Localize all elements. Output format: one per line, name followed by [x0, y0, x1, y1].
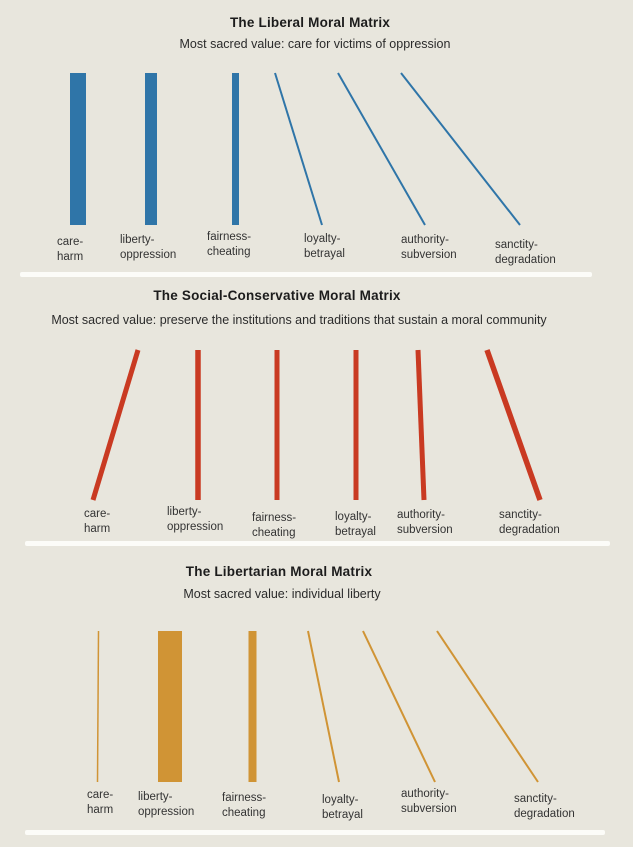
panel-subtitle-libertarian: Most sacred value: individual liberty — [183, 587, 381, 601]
panel-title-libertarian: The Libertarian Moral Matrix — [185, 564, 373, 579]
divider-bottom — [25, 830, 605, 835]
bar-label-care-harm: care-harm — [87, 789, 114, 816]
divider-1 — [20, 272, 592, 277]
panel-title-liberal: The Liberal Moral Matrix — [229, 15, 391, 30]
bar-label-sanctity-degradation: sanctity-degradation — [499, 509, 560, 536]
bar-label-authority-subversion: authority-subversion — [401, 234, 457, 261]
bar-label-authority-subversion: authority-subversion — [397, 509, 453, 536]
bar-label-fairness-cheating: fairness-cheating — [252, 512, 297, 539]
bar-label-sanctity-degradation: sanctity-degradation — [495, 239, 556, 266]
divider-2 — [25, 541, 610, 546]
bar-label-liberty-oppression: liberty-oppression — [138, 791, 195, 818]
bar-label-loyalty-betrayal: loyalty-betrayal — [322, 794, 363, 821]
bar-care-harm — [90, 349, 141, 501]
bar-authority-subversion — [362, 630, 436, 783]
bar-label-sanctity-degradation: sanctity-degradation — [514, 793, 575, 820]
bar-loyalty-betrayal — [307, 630, 340, 783]
bar-authority-subversion — [337, 72, 426, 226]
bar-loyalty-betrayal — [274, 72, 323, 226]
bar-sanctity-degradation — [436, 630, 539, 783]
bar-label-authority-subversion: authority-subversion — [401, 788, 457, 815]
panel-subtitle-social-conservative: Most sacred value: preserve the institut… — [51, 313, 547, 327]
bar-label-fairness-cheating: fairness-cheating — [207, 231, 252, 258]
panel-title-social-conservative: The Social-Conservative Moral Matrix — [153, 288, 401, 303]
bar-label-loyalty-betrayal: loyalty-betrayal — [335, 511, 376, 538]
bar-care-harm — [96, 630, 100, 783]
bar-label-liberty-oppression: liberty-oppression — [167, 506, 224, 533]
bar-authority-subversion — [415, 349, 427, 501]
bar-label-care-harm: care-harm — [57, 236, 84, 263]
bar-sanctity-degradation — [484, 349, 543, 501]
bar-label-loyalty-betrayal: loyalty-betrayal — [304, 233, 345, 260]
bar-label-liberty-oppression: liberty-oppression — [120, 234, 177, 261]
bars-social-conservative — [90, 349, 543, 501]
panel-subtitle-liberal: Most sacred value: care for victims of o… — [179, 37, 451, 51]
bars-libertarian — [96, 630, 539, 783]
bar-sanctity-degradation — [400, 72, 521, 226]
bar-label-care-harm: care-harm — [84, 508, 111, 535]
bars-liberal — [70, 72, 521, 226]
bar-label-fairness-cheating: fairness-cheating — [222, 792, 267, 819]
